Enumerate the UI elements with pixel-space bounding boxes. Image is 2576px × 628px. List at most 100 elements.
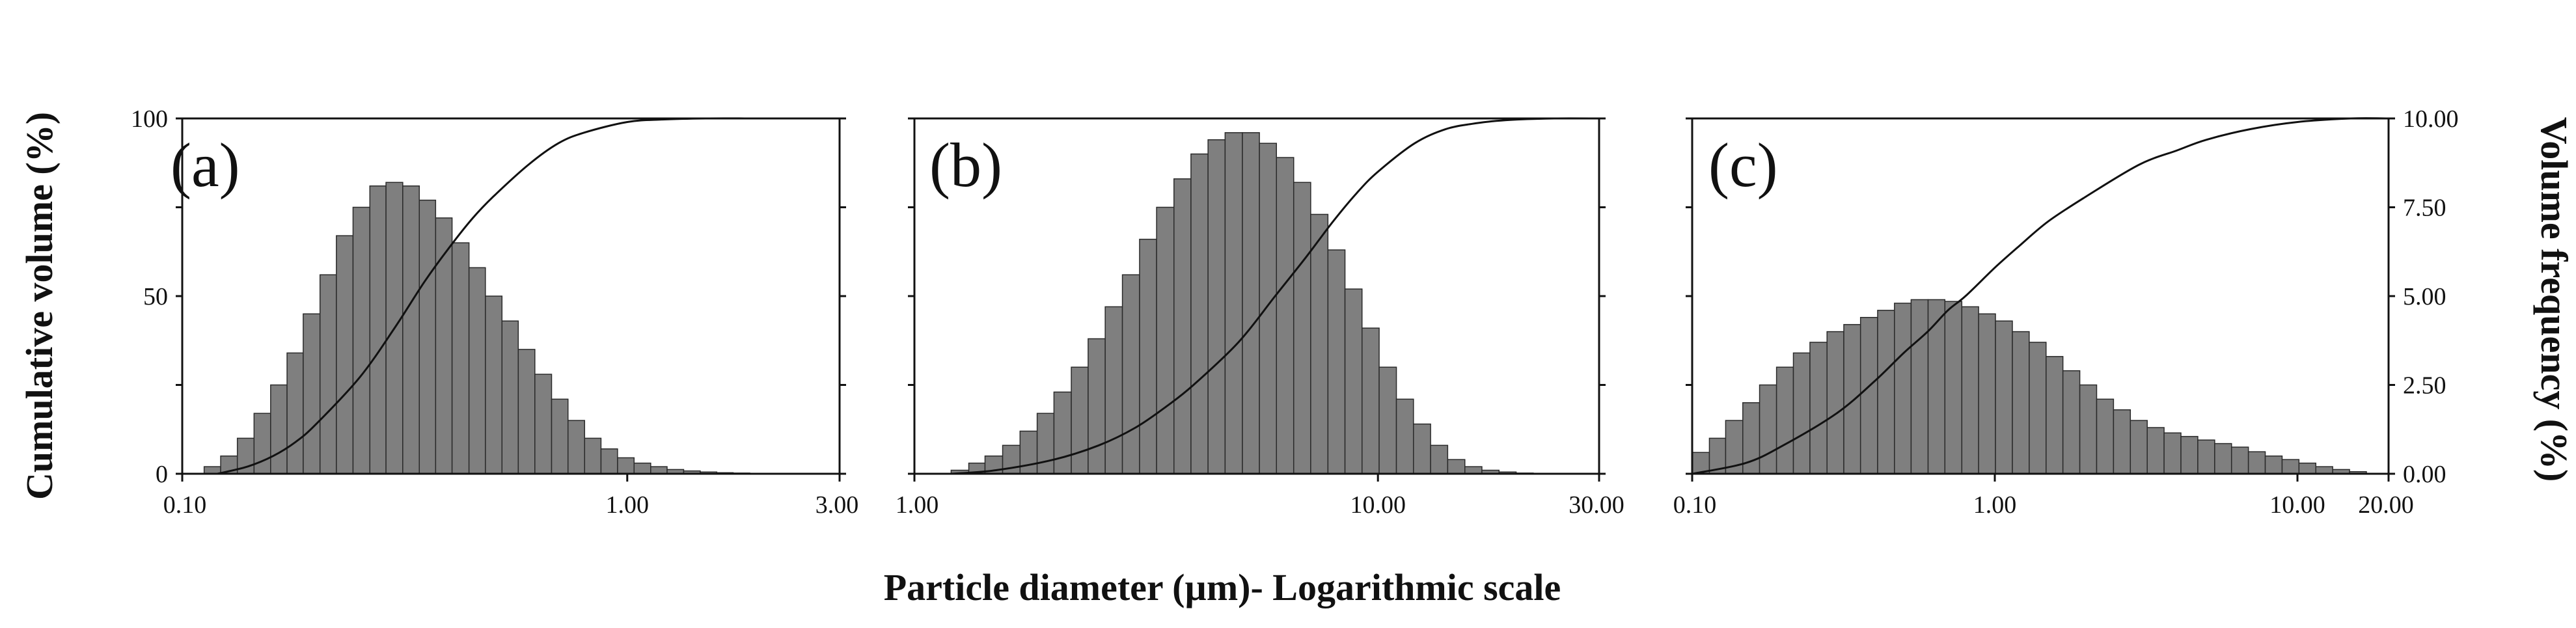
histogram-bar	[1190, 153, 1209, 474]
y-right-tick-label: 2.50	[2403, 372, 2446, 400]
histogram-bar	[352, 206, 371, 474]
histogram-bar	[369, 185, 387, 474]
histogram-bar	[1259, 143, 1277, 474]
histogram-bar	[1053, 391, 1072, 474]
histogram-bar	[1910, 299, 1929, 474]
histogram-bar	[2163, 432, 2182, 474]
x-tick-label: 1.00	[896, 491, 939, 519]
histogram-bar	[1344, 288, 1363, 474]
histogram-bar	[1395, 398, 1414, 474]
axis-ticks: 1.00 10.00 30.00	[896, 117, 1624, 519]
histogram-bar	[336, 235, 354, 474]
panel-label-b: (b)	[929, 130, 1002, 200]
histogram-bar	[1104, 306, 1123, 474]
histogram-bar	[1019, 430, 1038, 474]
histogram-bar	[2230, 446, 2249, 474]
panel-b: 1.00 10.00 30.00 (b)	[896, 117, 1624, 519]
histogram-bar	[1207, 139, 1226, 474]
histogram-bar	[270, 384, 288, 474]
histogram-bar	[1413, 423, 1431, 474]
histogram-bar	[1759, 384, 1777, 474]
histogram-bar	[1276, 157, 1295, 474]
histogram-bar	[1293, 182, 1311, 474]
right-axis-title: Volume frequency (%)	[2533, 117, 2575, 482]
histogram-bar	[2281, 459, 2300, 474]
y-right-tick-label: 5.00	[2403, 283, 2446, 310]
histogram-bar	[402, 185, 420, 474]
y-left-tick-label: 0	[156, 461, 168, 488]
histogram-bar	[2012, 331, 2030, 474]
x-tick-label: 10.00	[1350, 491, 1406, 519]
histogram-bar	[1843, 323, 1861, 474]
histogram-bar	[1139, 238, 1157, 474]
histogram-bar	[534, 374, 553, 474]
histogram-bar	[551, 398, 569, 474]
histogram-bar	[2180, 435, 2199, 474]
histogram-bar	[1378, 366, 1397, 474]
cumulative-curve	[1692, 117, 2389, 475]
x-tick-label: 30.00	[1569, 491, 1624, 519]
histogram-bar	[468, 267, 486, 474]
histogram-bar	[1088, 338, 1106, 474]
histogram-bar	[1792, 352, 1811, 474]
histogram-bar	[2146, 427, 2165, 474]
y-right-tick-label: 10.00	[2403, 105, 2459, 133]
histogram-bar	[584, 437, 602, 474]
histogram-bar	[1978, 313, 1996, 474]
histogram-bar	[1877, 310, 1895, 474]
x-tick-label: 20.00	[2358, 491, 2414, 519]
axis-ticks: 0.10 1.00 3.00 0 50 100	[131, 105, 858, 519]
histogram-bar	[2264, 455, 2283, 474]
histogram-bar	[1242, 132, 1260, 474]
histogram-bar	[1995, 320, 2013, 474]
histogram-bar	[1156, 206, 1175, 474]
histogram-bar	[1121, 274, 1140, 474]
histogram-bar	[2197, 439, 2215, 474]
histogram-bar	[1464, 466, 1483, 474]
y-left-tick-label: 50	[143, 283, 168, 310]
y-right-tick-label: 7.50	[2403, 195, 2446, 222]
histogram-bar	[501, 320, 519, 474]
histogram-bar	[1775, 366, 1794, 474]
x-tick-label: 0.10	[163, 491, 207, 519]
histogram-bar	[517, 349, 536, 474]
histogram-bar	[1961, 306, 1979, 474]
x-tick-label: 10.00	[2269, 491, 2325, 519]
histogram-bar	[1173, 178, 1192, 474]
cumulative-curve	[951, 117, 1600, 475]
histogram-bars	[1692, 299, 2367, 474]
histogram-bar	[1430, 444, 1449, 474]
histogram-bar	[2113, 409, 2131, 474]
histogram-bar	[2214, 443, 2232, 474]
histogram-bar	[2315, 466, 2333, 474]
histogram-bar	[2046, 356, 2064, 474]
histogram-bar	[567, 420, 585, 474]
histogram-bar	[617, 457, 635, 474]
histogram-bar	[2247, 451, 2266, 474]
histogram-bar	[2079, 384, 2098, 474]
histogram-bar	[1327, 249, 1346, 474]
y-left-tick-label: 100	[131, 105, 168, 133]
x-tick-label: 1.00	[1973, 491, 2017, 519]
histogram-bar	[1809, 342, 1828, 474]
histogram-bar	[485, 295, 503, 474]
histogram-bar	[2062, 370, 2081, 474]
x-axis-title: Particle diameter (µm)- Logarithmic scal…	[884, 566, 1561, 608]
histogram-bar	[1310, 213, 1329, 474]
histogram-bar	[1362, 327, 1380, 474]
histogram-bar	[600, 448, 618, 474]
x-tick-label: 1.00	[606, 491, 650, 519]
histogram-bars	[203, 182, 767, 474]
panel-label-a: (a)	[171, 130, 240, 200]
x-tick-label: 3.00	[815, 491, 859, 519]
panel-a: 0.10 1.00 3.00 0 50 100 (a)	[131, 105, 858, 519]
x-tick-label: 0.10	[1673, 491, 1717, 519]
panel-c: 0.10 1.00 10.00 20.000.002.505.007.5010.00 …	[1673, 105, 2459, 519]
y-right-tick-label: 0.00	[2403, 461, 2446, 488]
histogram-bar	[319, 274, 337, 474]
histogram-bar	[1894, 303, 1912, 474]
histogram-bar	[633, 462, 651, 474]
histogram-bar	[1826, 331, 1844, 474]
left-axis-title: Cumulative volume (%)	[18, 112, 61, 500]
histogram-bar	[1859, 317, 1878, 474]
